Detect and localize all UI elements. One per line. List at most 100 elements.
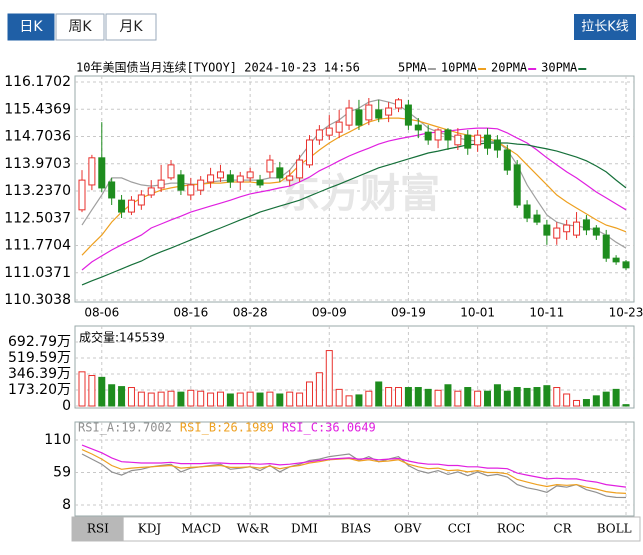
tab-label[interactable]: 月K <box>119 19 143 35</box>
candle-body <box>493 139 501 151</box>
indicator-tab-label[interactable]: OBV <box>394 522 422 536</box>
candle-body <box>286 175 294 181</box>
button[interactable] <box>574 14 636 40</box>
tab[interactable] <box>105 13 157 41</box>
volume-bar <box>147 392 155 407</box>
legend-label: RSI_A:19.7002 <box>78 421 172 435</box>
volume-bar <box>602 391 610 407</box>
x-tick-label: 08-28 <box>233 306 268 320</box>
candle-body <box>582 219 590 231</box>
volume-bar <box>286 391 294 407</box>
x-tick-label: 10-23 <box>609 306 643 320</box>
candle-body <box>543 224 551 236</box>
y-tick-label: 113.9703 <box>4 156 71 172</box>
indicator-tab[interactable] <box>72 517 124 541</box>
indicator-tab-label[interactable]: DMI <box>291 522 318 536</box>
volume-bar <box>543 385 551 407</box>
tab[interactable] <box>55 13 105 41</box>
tab-label[interactable]: 周K <box>68 19 92 35</box>
volume-bar <box>177 391 185 407</box>
indicator-tab-label[interactable]: MACD <box>181 522 221 536</box>
volume-bar <box>246 391 254 407</box>
indicator-tab-label[interactable]: ROC <box>497 522 525 536</box>
x-tick-label: 09-19 <box>391 306 426 320</box>
legend-label: 10PMA <box>441 61 478 75</box>
candle-body <box>177 174 185 191</box>
candle-body <box>305 139 313 166</box>
legend-label: RSI_C:36.0649 <box>282 421 376 435</box>
line-series <box>81 449 627 494</box>
candle-body <box>385 107 393 116</box>
line-series <box>81 444 627 488</box>
indicator-tab-label[interactable]: W&R <box>237 522 270 536</box>
candle-body <box>197 179 205 191</box>
volume-bar <box>226 393 234 407</box>
candle-body <box>315 129 323 141</box>
line-series <box>81 99 627 249</box>
y-tick-label: 113.2370 <box>4 183 71 199</box>
tab-bar <box>71 516 641 542</box>
indicator-tab-label[interactable]: KDJ <box>138 522 162 536</box>
candle-body <box>414 124 422 131</box>
candle-body <box>78 179 86 211</box>
candle-body <box>553 227 561 239</box>
candle-body <box>355 109 363 126</box>
y-tick-label: 111.7704 <box>4 238 71 254</box>
candle-body <box>127 199 135 213</box>
volume-bar <box>127 387 135 407</box>
candle-body <box>137 194 145 206</box>
candle-body <box>592 227 600 236</box>
x-tick-label: 09-09 <box>312 306 347 320</box>
candle-body <box>533 214 541 223</box>
tab[interactable] <box>7 13 55 41</box>
volume-bar <box>137 391 145 407</box>
button-label[interactable]: 拉长K线 <box>581 20 629 35</box>
tab-label[interactable]: 日K <box>19 19 43 35</box>
y-tick-label: 110.3038 <box>4 292 71 308</box>
candle-body <box>484 134 492 149</box>
volume-bar <box>335 388 343 407</box>
candle-body <box>622 261 630 269</box>
candle-body <box>325 127 333 136</box>
volume-bar <box>424 388 432 407</box>
volume-bar <box>88 375 96 407</box>
volume-bar <box>612 388 620 407</box>
candle-body <box>98 157 106 189</box>
indicator-tab-label[interactable]: CCI <box>448 522 471 536</box>
candle-body <box>296 159 304 179</box>
volume-bar <box>523 387 531 407</box>
candle-body <box>226 174 234 183</box>
indicator-tab-label[interactable]: BIAS <box>341 522 371 536</box>
volume-bar <box>345 395 353 407</box>
volume-bar <box>592 395 600 407</box>
candle-body <box>612 257 620 263</box>
candle-body <box>167 164 175 179</box>
watermark: 东方财富 <box>280 171 440 217</box>
y-tick-label: 115.4369 <box>4 101 71 117</box>
x-tick-label: 10-11 <box>529 306 564 320</box>
panel-frame <box>74 421 635 517</box>
candle-body <box>523 204 531 219</box>
candle-body <box>256 179 264 186</box>
indicator-tab-label[interactable]: BOLL <box>597 522 632 536</box>
title: 10年美国债当月连续[TYOOY] 2024-10-23 14:56 <box>76 60 360 75</box>
candle-body <box>464 134 472 149</box>
indicator-tab-label[interactable]: RSI <box>87 522 109 536</box>
candle-body <box>236 175 244 183</box>
volume-bar <box>207 392 215 407</box>
volume-bar <box>622 404 630 407</box>
y-tick-label: 110 <box>44 432 71 448</box>
volume-bar <box>375 381 383 407</box>
candle-body <box>187 184 195 196</box>
line-series <box>81 453 627 499</box>
y-tick-label: 0 <box>62 398 71 414</box>
volume-bar <box>98 376 106 407</box>
candle-body <box>563 224 571 233</box>
panel-frame <box>74 325 635 409</box>
volume-bar <box>553 387 561 407</box>
volume-bar <box>573 399 581 407</box>
volume-bar <box>197 390 205 407</box>
indicator-tab-label[interactable]: CR <box>553 522 572 536</box>
volume-bar <box>305 381 313 407</box>
